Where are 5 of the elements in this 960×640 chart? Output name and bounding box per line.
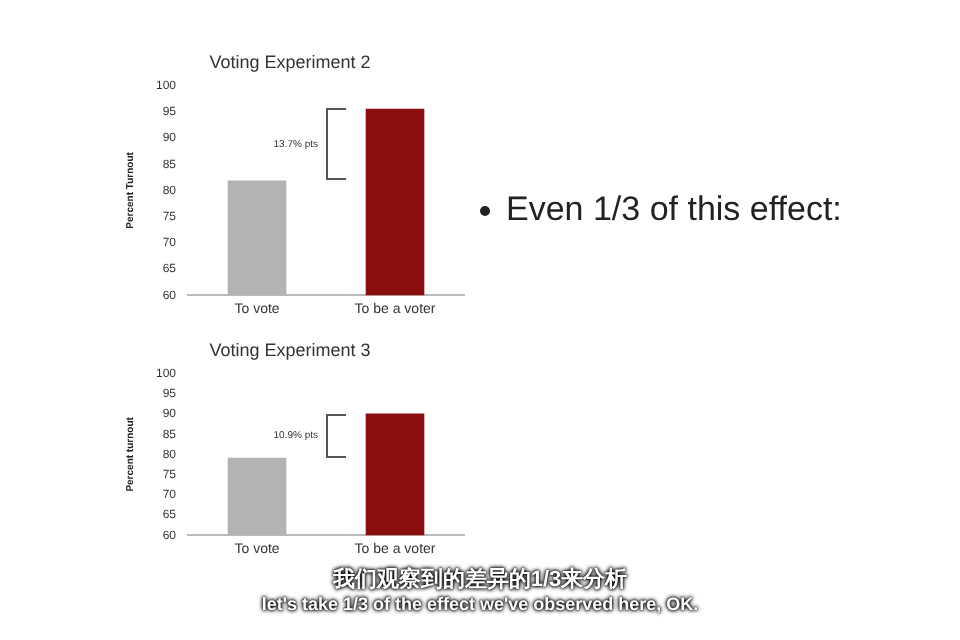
text: Even 1/3 of this effect: [506, 190, 842, 228]
chart-title: Voting Experiment 3 [209, 339, 371, 360]
text: let's take 1/3 of the effect we've observed here, OK. [261, 594, 699, 615]
chart-title: Voting Experiment 2 [209, 51, 371, 72]
text: 我们观察到的差异的1/3来分析 [332, 568, 628, 592]
